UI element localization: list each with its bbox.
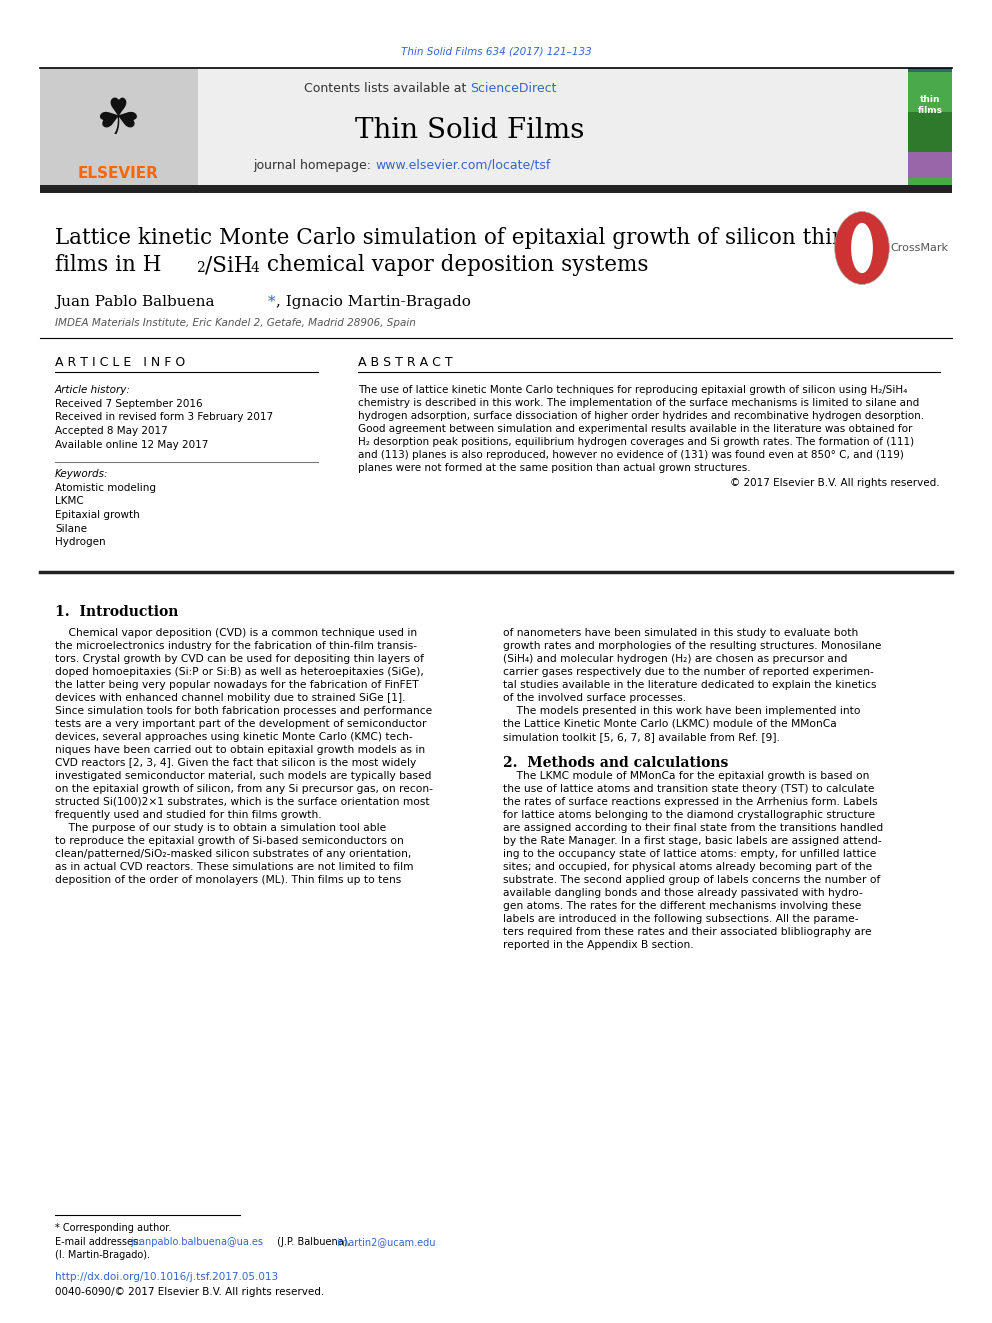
Text: juanpablo.balbuena@ua.es: juanpablo.balbuena@ua.es [130, 1237, 263, 1248]
Text: chemical vapor deposition systems: chemical vapor deposition systems [260, 254, 649, 277]
Text: investigated semiconductor material, such models are typically based: investigated semiconductor material, suc… [55, 771, 432, 781]
Text: 2.  Methods and calculations: 2. Methods and calculations [503, 755, 728, 770]
Text: ters required from these rates and their associated blibliography are: ters required from these rates and their… [503, 927, 872, 937]
Text: (J.P. Balbuena),: (J.P. Balbuena), [274, 1237, 354, 1248]
Text: The LKMC module of MMonCa for the epitaxial growth is based on: The LKMC module of MMonCa for the epitax… [503, 771, 869, 781]
Text: clean/patterned/SiO₂-masked silicon substrates of any orientation,: clean/patterned/SiO₂-masked silicon subs… [55, 849, 412, 859]
Text: the rates of surface reactions expressed in the Arrhenius form. Labels: the rates of surface reactions expressed… [503, 796, 878, 807]
Text: sites; and occupied, for physical atoms already becoming part of the: sites; and occupied, for physical atoms … [503, 863, 872, 872]
Text: carrier gases respectively due to the number of reported experimen-: carrier gases respectively due to the nu… [503, 667, 874, 677]
Text: Atomistic modeling: Atomistic modeling [55, 483, 156, 493]
Text: , Ignacio Martin-Bragado: , Ignacio Martin-Bragado [276, 295, 471, 310]
Text: Juan Pablo Balbuena: Juan Pablo Balbuena [55, 295, 214, 310]
Text: 2: 2 [196, 261, 204, 275]
Text: gen atoms. The rates for the different mechanisms involving these: gen atoms. The rates for the different m… [503, 901, 861, 912]
Text: deposition of the order of monolayers (ML). Thin films up to tens: deposition of the order of monolayers (M… [55, 875, 401, 885]
Text: tests are a very important part of the development of semiconductor: tests are a very important part of the d… [55, 718, 427, 729]
Text: (SiH₄) and molecular hydrogen (H₂) are chosen as precursor and: (SiH₄) and molecular hydrogen (H₂) are c… [503, 654, 847, 664]
Text: ScienceDirect: ScienceDirect [470, 82, 557, 94]
Text: E-mail addresses:: E-mail addresses: [55, 1237, 145, 1248]
Text: CVD reactors [2, 3, 4]. Given the fact that silicon is the most widely: CVD reactors [2, 3, 4]. Given the fact t… [55, 758, 417, 767]
Text: Received 7 September 2016: Received 7 September 2016 [55, 400, 202, 409]
Text: available dangling bonds and those already passivated with hydro-: available dangling bonds and those alrea… [503, 888, 863, 898]
Text: simulation toolkit [5, 6, 7, 8] available from Ref. [9].: simulation toolkit [5, 6, 7, 8] availabl… [503, 732, 780, 742]
Text: Thin Solid Films 634 (2017) 121–133: Thin Solid Films 634 (2017) 121–133 [401, 48, 591, 57]
Text: Thin Solid Films: Thin Solid Films [355, 116, 584, 143]
Text: The purpose of our study is to obtain a simulation tool able: The purpose of our study is to obtain a … [55, 823, 386, 833]
Text: ELSEVIER: ELSEVIER [77, 165, 159, 180]
Text: films in H: films in H [55, 254, 162, 277]
Text: hydrogen adsorption, surface dissociation of higher order hydrides and recombina: hydrogen adsorption, surface dissociatio… [358, 411, 925, 421]
Text: thin
films: thin films [918, 95, 942, 115]
Text: reported in the Appendix B section.: reported in the Appendix B section. [503, 941, 693, 950]
Text: devices, several approaches using kinetic Monte Carlo (KMC) tech-: devices, several approaches using kineti… [55, 732, 413, 742]
Text: structed Si(100)2×1 substrates, which is the surface orientation most: structed Si(100)2×1 substrates, which is… [55, 796, 430, 807]
Text: the use of lattice atoms and transition state theory (TST) to calculate: the use of lattice atoms and transition … [503, 785, 875, 794]
Text: substrate. The second applied group of labels concerns the number of: substrate. The second applied group of l… [503, 875, 880, 885]
Text: Good agreement between simulation and experimental results available in the lite: Good agreement between simulation and ex… [358, 423, 913, 434]
Text: devices with enhanced channel mobility due to strained SiGe [1].: devices with enhanced channel mobility d… [55, 693, 406, 703]
Text: The models presented in this work have been implemented into: The models presented in this work have b… [503, 706, 860, 716]
Text: of nanometers have been simulated in this study to evaluate both: of nanometers have been simulated in thi… [503, 628, 858, 638]
Text: journal homepage:: journal homepage: [253, 159, 375, 172]
Text: by the Rate Manager. In a first stage, basic labels are assigned attend-: by the Rate Manager. In a first stage, b… [503, 836, 882, 845]
Text: Since simulation tools for both fabrication processes and performance: Since simulation tools for both fabricat… [55, 706, 433, 716]
Text: Received in revised form 3 February 2017: Received in revised form 3 February 2017 [55, 413, 273, 422]
Text: niques have been carried out to obtain epitaxial growth models as in: niques have been carried out to obtain e… [55, 745, 426, 755]
Text: A R T I C L E   I N F O: A R T I C L E I N F O [55, 356, 186, 369]
Text: growth rates and morphologies of the resulting structures. Monosilane: growth rates and morphologies of the res… [503, 642, 882, 651]
Text: www.elsevier.com/locate/tsf: www.elsevier.com/locate/tsf [375, 159, 551, 172]
Text: as in actual CVD reactors. These simulations are not limited to film: as in actual CVD reactors. These simulat… [55, 863, 414, 872]
Text: Lattice kinetic Monte Carlo simulation of epitaxial growth of silicon thin: Lattice kinetic Monte Carlo simulation o… [55, 228, 846, 249]
Text: of the involved surface processes.: of the involved surface processes. [503, 693, 686, 703]
Text: imartin2@ucam.edu: imartin2@ucam.edu [336, 1237, 435, 1248]
Text: the microelectronics industry for the fabrication of thin-film transis-: the microelectronics industry for the fa… [55, 642, 417, 651]
Text: Article history:: Article history: [55, 385, 131, 396]
Text: LKMC: LKMC [55, 496, 83, 507]
Text: and (113) planes is also reproduced, however no evidence of (131) was found even: and (113) planes is also reproduced, how… [358, 450, 904, 460]
Text: chemistry is described in this work. The implementation of the surface mechanism: chemistry is described in this work. The… [358, 398, 920, 407]
Text: (I. Martin-Bragado).: (I. Martin-Bragado). [55, 1250, 150, 1259]
Text: © 2017 Elsevier B.V. All rights reserved.: © 2017 Elsevier B.V. All rights reserved… [730, 478, 940, 488]
Text: H₂ desorption peak positions, equilibrium hydrogen coverages and Si growth rates: H₂ desorption peak positions, equilibriu… [358, 437, 914, 447]
Text: Hydrogen: Hydrogen [55, 537, 105, 546]
Text: planes were not formed at the same position than actual grown structures.: planes were not formed at the same posit… [358, 463, 751, 474]
Text: *: * [268, 295, 276, 310]
Text: tors. Crystal growth by CVD can be used for depositing thin layers of: tors. Crystal growth by CVD can be used … [55, 654, 424, 664]
Text: http://dx.doi.org/10.1016/j.tsf.2017.05.013: http://dx.doi.org/10.1016/j.tsf.2017.05.… [55, 1271, 278, 1282]
Text: frequently used and studied for thin films growth.: frequently used and studied for thin fil… [55, 810, 321, 820]
Text: IMDEA Materials Institute, Eric Kandel 2, Getafe, Madrid 28906, Spain: IMDEA Materials Institute, Eric Kandel 2… [55, 318, 416, 328]
Text: to reproduce the epitaxial growth of Si-based semiconductors on: to reproduce the epitaxial growth of Si-… [55, 836, 404, 845]
Text: Epitaxial growth: Epitaxial growth [55, 509, 140, 520]
Text: Available online 12 May 2017: Available online 12 May 2017 [55, 439, 208, 450]
Text: /SiH: /SiH [205, 254, 253, 277]
Text: tal studies available in the literature dedicated to explain the kinetics: tal studies available in the literature … [503, 680, 877, 691]
Text: for lattice atoms belonging to the diamond crystallographic structure: for lattice atoms belonging to the diamo… [503, 810, 875, 820]
Text: the latter being very popular nowadays for the fabrication of FinFET: the latter being very popular nowadays f… [55, 680, 419, 691]
Text: Chemical vapor deposition (CVD) is a common technique used in: Chemical vapor deposition (CVD) is a com… [55, 628, 417, 638]
Text: ing to the occupancy state of lattice atoms: empty, for unfilled lattice: ing to the occupancy state of lattice at… [503, 849, 876, 859]
Text: 4: 4 [251, 261, 260, 275]
Text: are assigned according to their final state from the transitions handled: are assigned according to their final st… [503, 823, 883, 833]
Text: 1.  Introduction: 1. Introduction [55, 605, 179, 619]
Text: ☘: ☘ [95, 97, 141, 144]
Text: labels are introduced in the following subsections. All the parame-: labels are introduced in the following s… [503, 914, 859, 923]
Text: the Lattice Kinetic Monte Carlo (LKMC) module of the MMonCa: the Lattice Kinetic Monte Carlo (LKMC) m… [503, 718, 836, 729]
Text: Contents lists available at: Contents lists available at [304, 82, 470, 94]
Text: Accepted 8 May 2017: Accepted 8 May 2017 [55, 426, 168, 437]
Text: CrossMark: CrossMark [890, 243, 948, 253]
Text: Silane: Silane [55, 524, 87, 533]
Text: on the epitaxial growth of silicon, from any Si precursor gas, on recon-: on the epitaxial growth of silicon, from… [55, 785, 433, 794]
Text: * Corresponding author.: * Corresponding author. [55, 1222, 172, 1233]
Text: 0040-6090/© 2017 Elsevier B.V. All rights reserved.: 0040-6090/© 2017 Elsevier B.V. All right… [55, 1287, 324, 1297]
Text: The use of lattice kinetic Monte Carlo techniques for reproducing epitaxial grow: The use of lattice kinetic Monte Carlo t… [358, 385, 908, 396]
Text: A B S T R A C T: A B S T R A C T [358, 356, 452, 369]
Text: Keywords:: Keywords: [55, 468, 108, 479]
Text: doped homoepitaxies (Si:P or Si:B) as well as heteroepitaxies (SiGe),: doped homoepitaxies (Si:P or Si:B) as we… [55, 667, 424, 677]
